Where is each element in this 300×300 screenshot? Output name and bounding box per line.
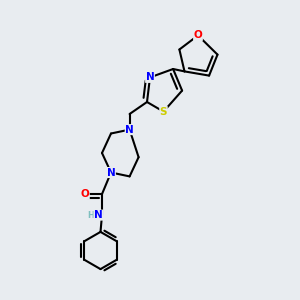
Text: N: N — [106, 167, 116, 178]
Text: S: S — [160, 106, 167, 117]
Text: N: N — [94, 210, 103, 220]
Text: N: N — [125, 124, 134, 135]
Text: N: N — [146, 72, 154, 82]
Text: O: O — [80, 189, 89, 199]
Text: H: H — [87, 211, 94, 220]
Text: O: O — [194, 30, 202, 40]
